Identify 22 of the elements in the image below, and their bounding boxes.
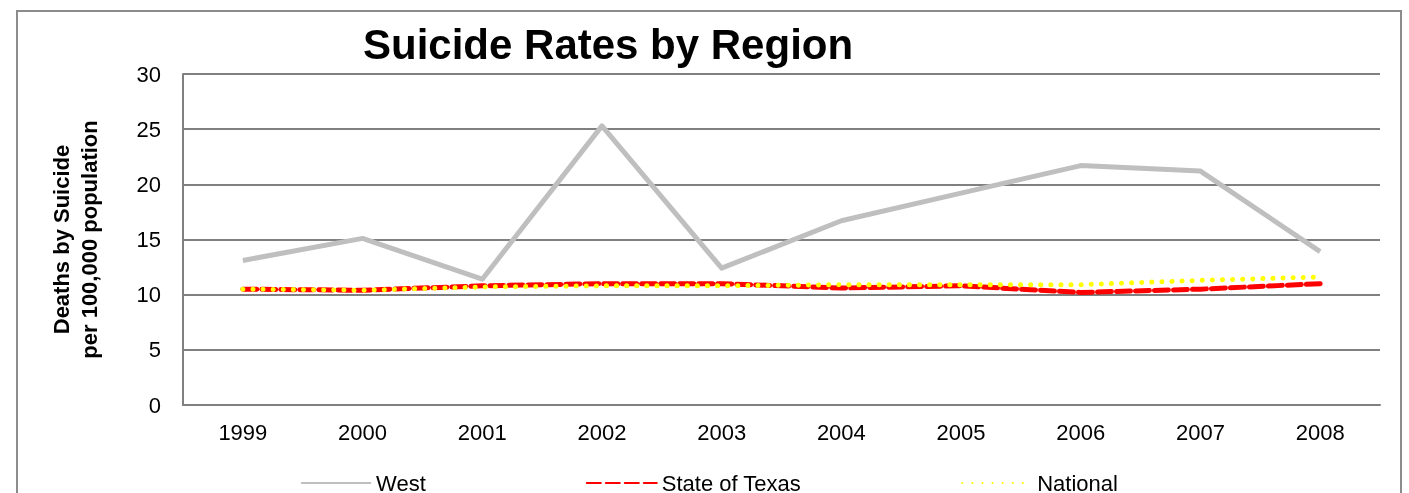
- chart-title: Suicide Rates by Region: [363, 20, 854, 68]
- y-tick-label: 25: [136, 116, 161, 142]
- legend-label: West: [376, 470, 426, 493]
- y-tick-label: 15: [136, 227, 161, 252]
- y-axis-title: Deaths by Suicide per 100,000 population: [48, 120, 102, 359]
- y-tick-label: 20: [136, 171, 161, 197]
- y-tick-label: 0: [148, 392, 161, 418]
- x-tick-label: 2006: [1056, 419, 1106, 445]
- y-tick-label: 30: [136, 61, 161, 87]
- legend-label: State of Texas: [661, 470, 801, 493]
- x-tick-label: 2008: [1295, 419, 1345, 445]
- y-tick-label: 10: [136, 282, 161, 308]
- x-tick-label: 2001: [457, 419, 507, 445]
- y-tick-label: 5: [148, 337, 161, 363]
- x-tick-label: 1999: [218, 419, 268, 445]
- x-tick-label: 2007: [1175, 419, 1225, 445]
- x-tick-label: 2000: [338, 419, 388, 445]
- x-tick-label: 2003: [697, 419, 747, 445]
- x-tick-label: 2004: [816, 419, 866, 445]
- legend-label: National: [1037, 470, 1118, 493]
- x-tick-label: 2005: [936, 419, 986, 445]
- x-tick-label: 2002: [577, 419, 627, 445]
